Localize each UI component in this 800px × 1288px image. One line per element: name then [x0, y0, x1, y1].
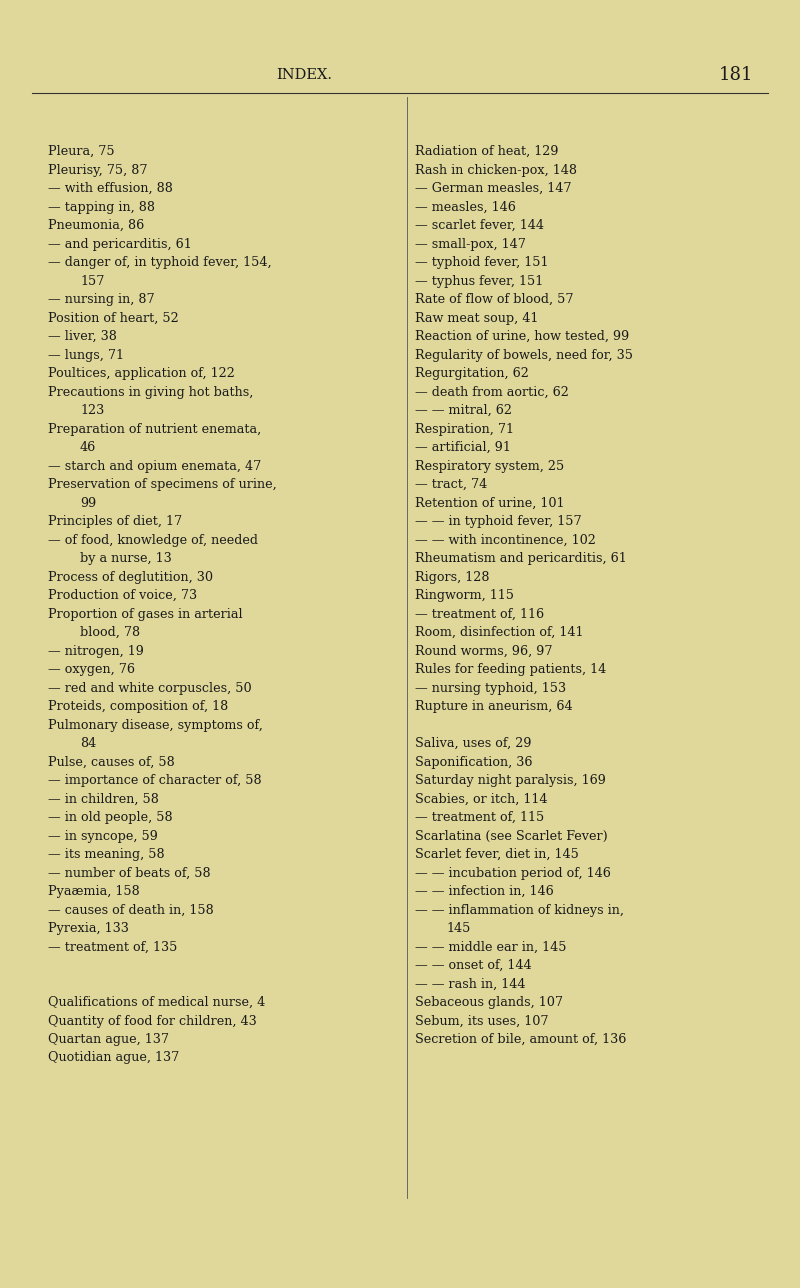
- Text: Radiation of heat, 129: Radiation of heat, 129: [415, 146, 558, 158]
- Text: 145: 145: [447, 922, 471, 935]
- Text: Saliva, uses of, 29: Saliva, uses of, 29: [415, 737, 531, 750]
- Text: Rheumatism and pericarditis, 61: Rheumatism and pericarditis, 61: [415, 553, 626, 565]
- Text: — causes of death in, 158: — causes of death in, 158: [48, 903, 214, 917]
- Text: — liver, 38: — liver, 38: [48, 330, 117, 343]
- Text: Round worms, 96, 97: Round worms, 96, 97: [415, 644, 553, 657]
- Text: — typhoid fever, 151: — typhoid fever, 151: [415, 256, 549, 269]
- Text: Room, disinfection of, 141: Room, disinfection of, 141: [415, 626, 583, 639]
- Text: — with effusion, 88: — with effusion, 88: [48, 182, 173, 194]
- Text: — its meaning, 58: — its meaning, 58: [48, 848, 165, 860]
- Text: — scarlet fever, 144: — scarlet fever, 144: [415, 219, 544, 232]
- Text: — in syncope, 59: — in syncope, 59: [48, 829, 158, 842]
- Text: Rupture in aneurism, 64: Rupture in aneurism, 64: [415, 699, 573, 714]
- Text: 123: 123: [80, 404, 104, 417]
- Text: Pleura, 75: Pleura, 75: [48, 146, 114, 158]
- Text: — danger of, in typhoid fever, 154,: — danger of, in typhoid fever, 154,: [48, 256, 272, 269]
- Text: — — inflammation of kidneys in,: — — inflammation of kidneys in,: [415, 903, 624, 917]
- Text: Principles of diet, 17: Principles of diet, 17: [48, 515, 182, 528]
- Text: — — in typhoid fever, 157: — — in typhoid fever, 157: [415, 515, 582, 528]
- Text: — treatment of, 135: — treatment of, 135: [48, 940, 178, 953]
- Text: — treatment of, 116: — treatment of, 116: [415, 608, 544, 621]
- Text: Rate of flow of blood, 57: Rate of flow of blood, 57: [415, 292, 574, 307]
- Text: — in old people, 58: — in old people, 58: [48, 811, 173, 824]
- Text: Preservation of specimens of urine,: Preservation of specimens of urine,: [48, 478, 277, 491]
- Text: — red and white corpuscles, 50: — red and white corpuscles, 50: [48, 681, 252, 694]
- Text: — tapping in, 88: — tapping in, 88: [48, 201, 155, 214]
- Text: Qualifications of medical nurse, 4: Qualifications of medical nurse, 4: [48, 996, 266, 1009]
- Text: — in children, 58: — in children, 58: [48, 792, 159, 805]
- Text: — and pericarditis, 61: — and pericarditis, 61: [48, 237, 192, 250]
- Text: Preparation of nutrient enemata,: Preparation of nutrient enemata,: [48, 422, 262, 435]
- Text: Retention of urine, 101: Retention of urine, 101: [415, 496, 565, 510]
- Text: Regurgitation, 62: Regurgitation, 62: [415, 367, 529, 380]
- Text: — typhus fever, 151: — typhus fever, 151: [415, 274, 543, 287]
- Text: Scarlet fever, diet in, 145: Scarlet fever, diet in, 145: [415, 848, 579, 860]
- Text: — — incubation period of, 146: — — incubation period of, 146: [415, 867, 611, 880]
- Text: — artificial, 91: — artificial, 91: [415, 440, 511, 453]
- Text: Pleurisy, 75, 87: Pleurisy, 75, 87: [48, 164, 147, 176]
- Text: — German measles, 147: — German measles, 147: [415, 182, 571, 194]
- Text: Raw meat soup, 41: Raw meat soup, 41: [415, 312, 538, 325]
- Text: Pyaæmia, 158: Pyaæmia, 158: [48, 885, 140, 898]
- Text: Pyrexia, 133: Pyrexia, 133: [48, 922, 129, 935]
- Text: — of food, knowledge of, needed: — of food, knowledge of, needed: [48, 533, 258, 546]
- Text: Quotidian ague, 137: Quotidian ague, 137: [48, 1051, 179, 1064]
- Text: Respiratory system, 25: Respiratory system, 25: [415, 460, 564, 473]
- Text: Reaction of urine, how tested, 99: Reaction of urine, how tested, 99: [415, 330, 630, 343]
- Text: — lungs, 71: — lungs, 71: [48, 349, 124, 362]
- Text: 46: 46: [80, 440, 96, 453]
- Text: Rash in chicken-pox, 148: Rash in chicken-pox, 148: [415, 164, 577, 176]
- Text: Saturday night paralysis, 169: Saturday night paralysis, 169: [415, 774, 606, 787]
- Text: Poultices, application of, 122: Poultices, application of, 122: [48, 367, 235, 380]
- Text: Saponification, 36: Saponification, 36: [415, 756, 533, 769]
- Text: — — infection in, 146: — — infection in, 146: [415, 885, 554, 898]
- Text: Scabies, or itch, 114: Scabies, or itch, 114: [415, 792, 547, 805]
- Text: — importance of character of, 58: — importance of character of, 58: [48, 774, 262, 787]
- Text: — — rash in, 144: — — rash in, 144: [415, 978, 526, 990]
- Text: — death from aortic, 62: — death from aortic, 62: [415, 385, 569, 398]
- Text: Ringworm, 115: Ringworm, 115: [415, 589, 514, 601]
- Text: — starch and opium enemata, 47: — starch and opium enemata, 47: [48, 460, 262, 473]
- Text: Rigors, 128: Rigors, 128: [415, 571, 490, 583]
- Text: 181: 181: [718, 66, 754, 84]
- Text: — oxygen, 76: — oxygen, 76: [48, 663, 135, 676]
- Text: — treatment of, 115: — treatment of, 115: [415, 811, 544, 824]
- Text: — measles, 146: — measles, 146: [415, 201, 516, 214]
- Text: Secretion of bile, amount of, 136: Secretion of bile, amount of, 136: [415, 1033, 626, 1046]
- Text: Process of deglutition, 30: Process of deglutition, 30: [48, 571, 213, 583]
- Text: — — onset of, 144: — — onset of, 144: [415, 960, 532, 972]
- Text: Respiration, 71: Respiration, 71: [415, 422, 514, 435]
- Text: 157: 157: [80, 274, 104, 287]
- Text: by a nurse, 13: by a nurse, 13: [80, 553, 172, 565]
- Text: — nursing in, 87: — nursing in, 87: [48, 292, 154, 307]
- Text: Pulse, causes of, 58: Pulse, causes of, 58: [48, 756, 174, 769]
- Text: — number of beats of, 58: — number of beats of, 58: [48, 867, 210, 880]
- Text: — nitrogen, 19: — nitrogen, 19: [48, 644, 144, 657]
- Text: Regularity of bowels, need for, 35: Regularity of bowels, need for, 35: [415, 349, 633, 362]
- Text: — — with incontinence, 102: — — with incontinence, 102: [415, 533, 596, 546]
- Text: Pulmonary disease, symptoms of,: Pulmonary disease, symptoms of,: [48, 719, 263, 732]
- Text: 84: 84: [80, 737, 96, 750]
- Text: — — middle ear in, 145: — — middle ear in, 145: [415, 940, 566, 953]
- Text: Sebum, its uses, 107: Sebum, its uses, 107: [415, 1015, 549, 1028]
- Text: Position of heart, 52: Position of heart, 52: [48, 312, 178, 325]
- Text: Production of voice, 73: Production of voice, 73: [48, 589, 197, 601]
- Text: Precautions in giving hot baths,: Precautions in giving hot baths,: [48, 385, 254, 398]
- Text: Proteids, composition of, 18: Proteids, composition of, 18: [48, 699, 228, 714]
- Text: — small-pox, 147: — small-pox, 147: [415, 237, 526, 250]
- Text: 99: 99: [80, 496, 96, 510]
- Text: Quantity of food for children, 43: Quantity of food for children, 43: [48, 1015, 257, 1028]
- Text: blood, 78: blood, 78: [80, 626, 140, 639]
- Text: — nursing typhoid, 153: — nursing typhoid, 153: [415, 681, 566, 694]
- Text: Pneumonia, 86: Pneumonia, 86: [48, 219, 144, 232]
- Text: Scarlatina (see Scarlet Fever): Scarlatina (see Scarlet Fever): [415, 829, 608, 842]
- Text: INDEX.: INDEX.: [276, 68, 332, 82]
- Text: — tract, 74: — tract, 74: [415, 478, 487, 491]
- Text: Quartan ague, 137: Quartan ague, 137: [48, 1033, 169, 1046]
- Text: Proportion of gases in arterial: Proportion of gases in arterial: [48, 608, 242, 621]
- Text: Rules for feeding patients, 14: Rules for feeding patients, 14: [415, 663, 606, 676]
- Text: Sebaceous glands, 107: Sebaceous glands, 107: [415, 996, 563, 1009]
- Text: — — mitral, 62: — — mitral, 62: [415, 404, 512, 417]
